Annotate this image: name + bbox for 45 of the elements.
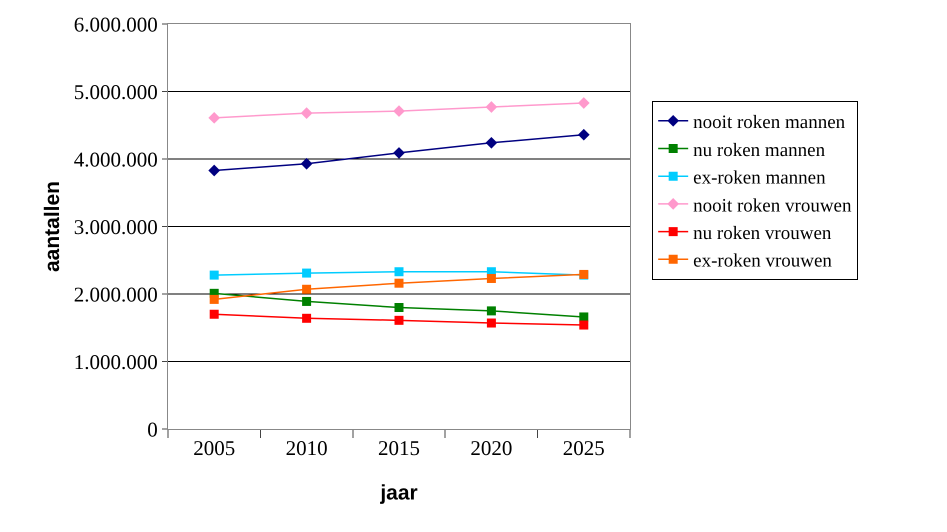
y-tick-label: 6.000.000 [74,12,158,36]
y-tick-label: 3.000.000 [74,214,158,239]
point [486,136,498,149]
legend-label: nooit roken mannen [693,112,846,134]
point [300,107,312,119]
y-tick-label: 2.000.000 [74,282,158,306]
legend-label: nu roken mannen [693,140,826,161]
x-tick-label: 2005 [193,436,236,460]
point [486,101,498,113]
point [300,158,312,170]
x-tick-label: 2025 [562,436,605,460]
point [579,320,588,330]
point [578,97,590,109]
y-tick-label: 1.000.000 [74,350,158,374]
point [302,314,312,323]
point [393,105,405,117]
y-axis-title: aantallen [40,180,64,272]
point [486,274,496,283]
y-tick-label: 5.000.000 [74,80,158,104]
x-tick-label: 2020 [470,436,512,460]
point [208,164,220,176]
point [394,303,404,312]
point [486,318,496,328]
point [302,268,312,278]
point [394,316,404,325]
point [302,296,312,306]
point [208,112,220,124]
x-tick-label: 2015 [378,436,420,460]
point [302,284,312,294]
legend-label: nooit roken vrouwen [693,195,852,216]
point [210,294,219,304]
legend-label: ex-roken mannen [693,168,826,189]
y-tick-label: 4.000.000 [74,147,158,172]
point [393,147,405,159]
x-tick-label: 2010 [286,436,328,460]
point [210,310,219,319]
point [394,267,404,276]
x-axis-title: jaar [379,481,418,504]
point [578,128,590,141]
point [486,306,496,316]
y-tick-label: 0 [147,417,158,442]
legend-label: nu roken vrouwen [693,223,832,244]
legend-label: ex-roken vrouwen [693,250,832,272]
point [394,278,404,288]
point [210,270,219,280]
